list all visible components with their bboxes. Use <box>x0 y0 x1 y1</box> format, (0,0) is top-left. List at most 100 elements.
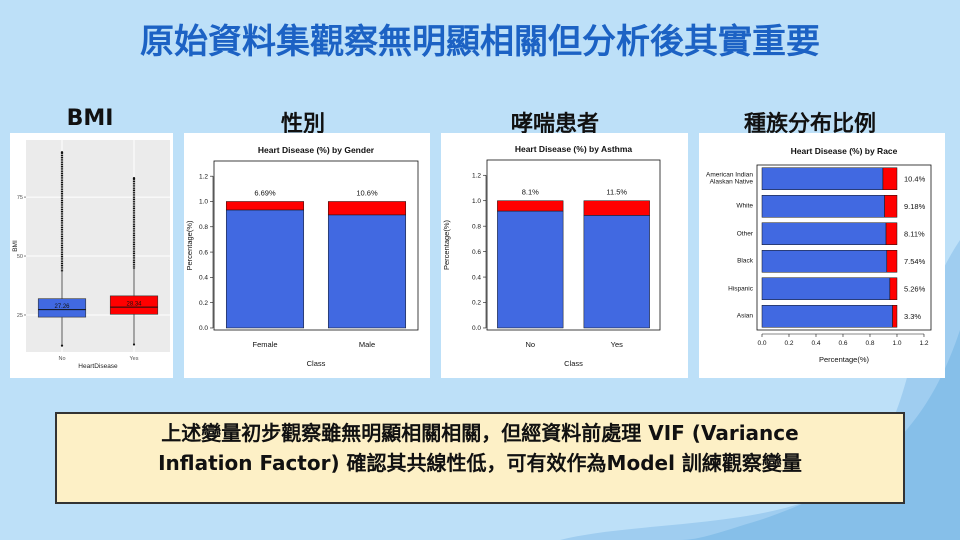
note-line: Inflation Factor) 確認其共線性低，可有效作為Model 訓練觀… <box>158 451 802 475</box>
bar-segment <box>327 214 407 329</box>
y-tick-label: 1.0 <box>472 198 481 205</box>
panel-label: 種族分布比例 <box>743 112 876 137</box>
bar-segment <box>761 167 884 190</box>
chart-panel: 25 50 75 27.26 No 28.34 Yes HeartDisease BMI <box>10 133 173 378</box>
panel-label: 性別 <box>280 112 325 137</box>
x-tick-label: Female <box>252 340 277 349</box>
bar-segment <box>885 222 898 245</box>
value-label: 3.3% <box>904 312 921 321</box>
panel-label: BMI <box>66 106 114 131</box>
value-label: 8.1% <box>522 188 539 197</box>
bar-segment <box>761 250 888 273</box>
x-axis-label: Class <box>564 359 583 368</box>
chart-panel: Heart Disease (%) by Asthma 8.1% No 11.5% Ye… <box>441 133 688 378</box>
y-tick-label: 0.4 <box>472 274 481 281</box>
value-label: 6.69% <box>254 188 276 197</box>
chart-title: Heart Disease (%) by Gender <box>258 145 375 155</box>
x-tick-label: 0.6 <box>838 340 847 347</box>
y-tick-label: 0.2 <box>199 300 208 307</box>
y-axis-label: Percentage(%) <box>442 219 451 270</box>
y-tick-label: 0.0 <box>472 325 481 332</box>
outlier-low <box>132 343 136 346</box>
x-tick-label: 0.2 <box>784 340 793 347</box>
y-tick-label: 0.2 <box>472 300 481 307</box>
y-tick-label: 0.6 <box>472 249 481 256</box>
y-tick-label: 1.2 <box>199 173 208 180</box>
y-tick-label: 1.0 <box>199 199 208 206</box>
bar-segment <box>497 210 564 329</box>
note-line: 上述變量初步觀察雖無明顯相關相關，但經資料前處理 VIF (Variance <box>161 421 799 445</box>
x-tick-label: 0.0 <box>757 340 766 347</box>
plot-background <box>26 140 170 352</box>
y-tick-label: American Indian Alaskan Native <box>706 171 753 186</box>
x-tick-label: 0.8 <box>865 340 874 347</box>
plot-frame <box>756 164 932 331</box>
panel-label: 哮喘患者 <box>510 112 599 137</box>
bar-segment <box>761 277 891 300</box>
box <box>37 298 87 318</box>
x-axis-label: Percentage(%) <box>819 355 870 364</box>
value-label: 11.5% <box>606 188 627 197</box>
value-label: 10.4% <box>904 174 926 183</box>
value-label: 7.54% <box>904 257 926 266</box>
value-label: 8.11% <box>904 229 925 238</box>
x-tick-label: 0.4 <box>811 340 820 347</box>
x-tick-label: 1.0 <box>892 340 901 347</box>
bar-segment <box>497 200 564 212</box>
x-tick-label: No <box>525 340 535 349</box>
bar-segment <box>225 209 305 329</box>
y-tick-label: 0.8 <box>199 224 208 231</box>
bar-segment <box>761 195 885 218</box>
x-tick-label: Male <box>359 340 375 349</box>
chart-title: Heart Disease (%) by Race <box>791 146 898 156</box>
bar-segment <box>327 201 407 216</box>
bar-segment <box>225 201 305 211</box>
bar-segment <box>884 195 898 218</box>
x-tick-label: Yes <box>130 356 139 362</box>
y-tick-label: Other <box>736 230 753 237</box>
y-tick-label: 75 <box>17 195 23 201</box>
chart-panel: Heart Disease (%) by Race 10.4% 9.18% 8.11%… <box>699 133 945 378</box>
y-tick-label: 50 <box>17 254 23 260</box>
bar-segment <box>761 305 893 328</box>
plot-frame <box>486 159 661 331</box>
outlier-top <box>60 151 64 154</box>
median-label: 27.26 <box>54 304 70 310</box>
x-tick-label: No <box>58 356 65 362</box>
chart: Heart Disease (%) by Asthma 8.1% No 11.5% Ye… <box>442 144 661 368</box>
chart: 25 50 75 27.26 No 28.34 Yes HeartDisease BMI <box>12 140 170 370</box>
y-tick-label: 0.0 <box>199 325 208 332</box>
slide-title: 原始資料集觀察無明顯相關但分析後其實重要 <box>140 22 820 62</box>
y-tick-label: White <box>736 202 753 210</box>
y-tick-label: 25 <box>17 313 23 319</box>
value-label: 9.18% <box>904 202 926 211</box>
bar-segment <box>892 305 898 328</box>
y-axis-label: Percentage(%) <box>185 220 194 271</box>
bar-segment <box>886 250 898 273</box>
chart-panel: Heart Disease (%) by Gender 6.69% Female 10… <box>184 133 430 378</box>
y-tick-label: 0.4 <box>199 275 208 282</box>
x-axis-label: Class <box>307 359 326 368</box>
chart: Heart Disease (%) by Gender 6.69% Female 10… <box>185 145 419 368</box>
outlier-top <box>132 177 136 180</box>
x-tick-label: Yes <box>611 340 623 349</box>
plot-frame <box>213 160 419 331</box>
box <box>109 295 159 315</box>
bar-segment <box>583 215 650 329</box>
bar-segment <box>583 200 650 216</box>
x-axis-label: HeartDisease <box>78 363 118 370</box>
x-tick-label: 1.2 <box>919 340 928 347</box>
y-tick-label: 0.6 <box>199 249 208 256</box>
y-tick-label: Asian <box>736 312 753 320</box>
y-tick-label: 0.8 <box>472 223 481 230</box>
bar-segment <box>761 222 887 245</box>
note-box: 上述變量初步觀察雖無明顯相關相關，但經資料前處理 VIF (Variance I… <box>55 412 905 504</box>
y-tick-label: Black <box>737 257 753 265</box>
bar-segment <box>882 167 898 190</box>
value-label: 10.6% <box>356 188 378 197</box>
value-label: 5.26% <box>904 284 926 293</box>
median-label: 28.34 <box>126 302 142 308</box>
outlier-low <box>60 344 64 347</box>
y-axis-label: BMI <box>12 240 19 252</box>
